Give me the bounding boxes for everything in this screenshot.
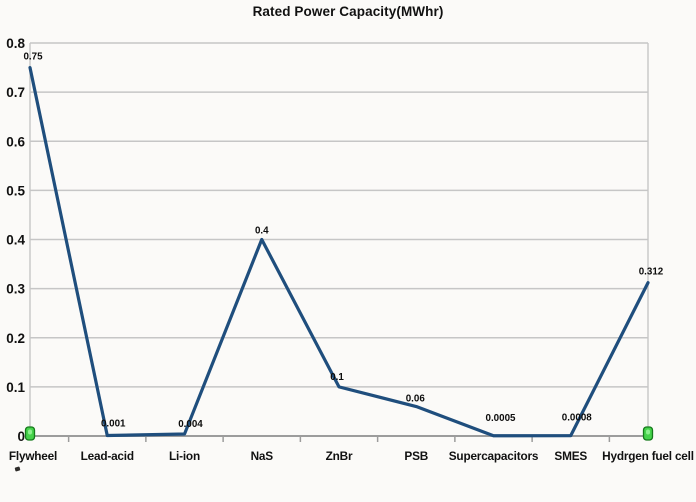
y-axis-label: 0.4 [6, 233, 25, 248]
y-axis-label: 0.5 [6, 183, 25, 198]
data-label: 0.312 [639, 267, 664, 278]
y-axis-label: 0.7 [6, 85, 25, 100]
chart-title: Rated Power Capacity(MWhr) [252, 4, 444, 19]
x-axis-label: Supercapacitors [449, 449, 539, 463]
data-label: 0.0008 [562, 413, 593, 424]
data-label: 0.75 [23, 52, 43, 63]
data-label: 0.1 [330, 372, 344, 383]
y-axis-label: 0.6 [6, 134, 25, 149]
data-series-line[interactable] [28, 65, 650, 438]
data-label: 0.06 [406, 394, 426, 405]
y-axis-label: 0.8 [6, 36, 25, 51]
data-label: 0.4 [255, 226, 269, 237]
y-axis-label: 0.2 [6, 331, 25, 346]
x-axis-label: Flywheel [9, 449, 57, 463]
x-axis-label: NaS [251, 449, 274, 463]
y-axis-label: 0.3 [6, 282, 25, 297]
x-axis-label: PSB [404, 449, 428, 463]
data-label: 0.004 [178, 419, 203, 430]
x-axis-label: Hydrgen fuel cell [602, 449, 694, 463]
x-axis-label: ZnBr [326, 449, 353, 463]
x-axis-label: Li-ion [169, 449, 200, 463]
selection-handle-highlight [646, 429, 650, 435]
data-label: 0.001 [101, 419, 126, 430]
y-axis-label: 0 [17, 429, 25, 444]
selection-handle-highlight [28, 429, 32, 435]
data-label: 0.0005 [486, 413, 517, 424]
x-axis-label: Lead-acid [81, 449, 134, 463]
x-axis-label: SMES [554, 449, 587, 463]
y-axis-label: 0.1 [6, 380, 25, 395]
